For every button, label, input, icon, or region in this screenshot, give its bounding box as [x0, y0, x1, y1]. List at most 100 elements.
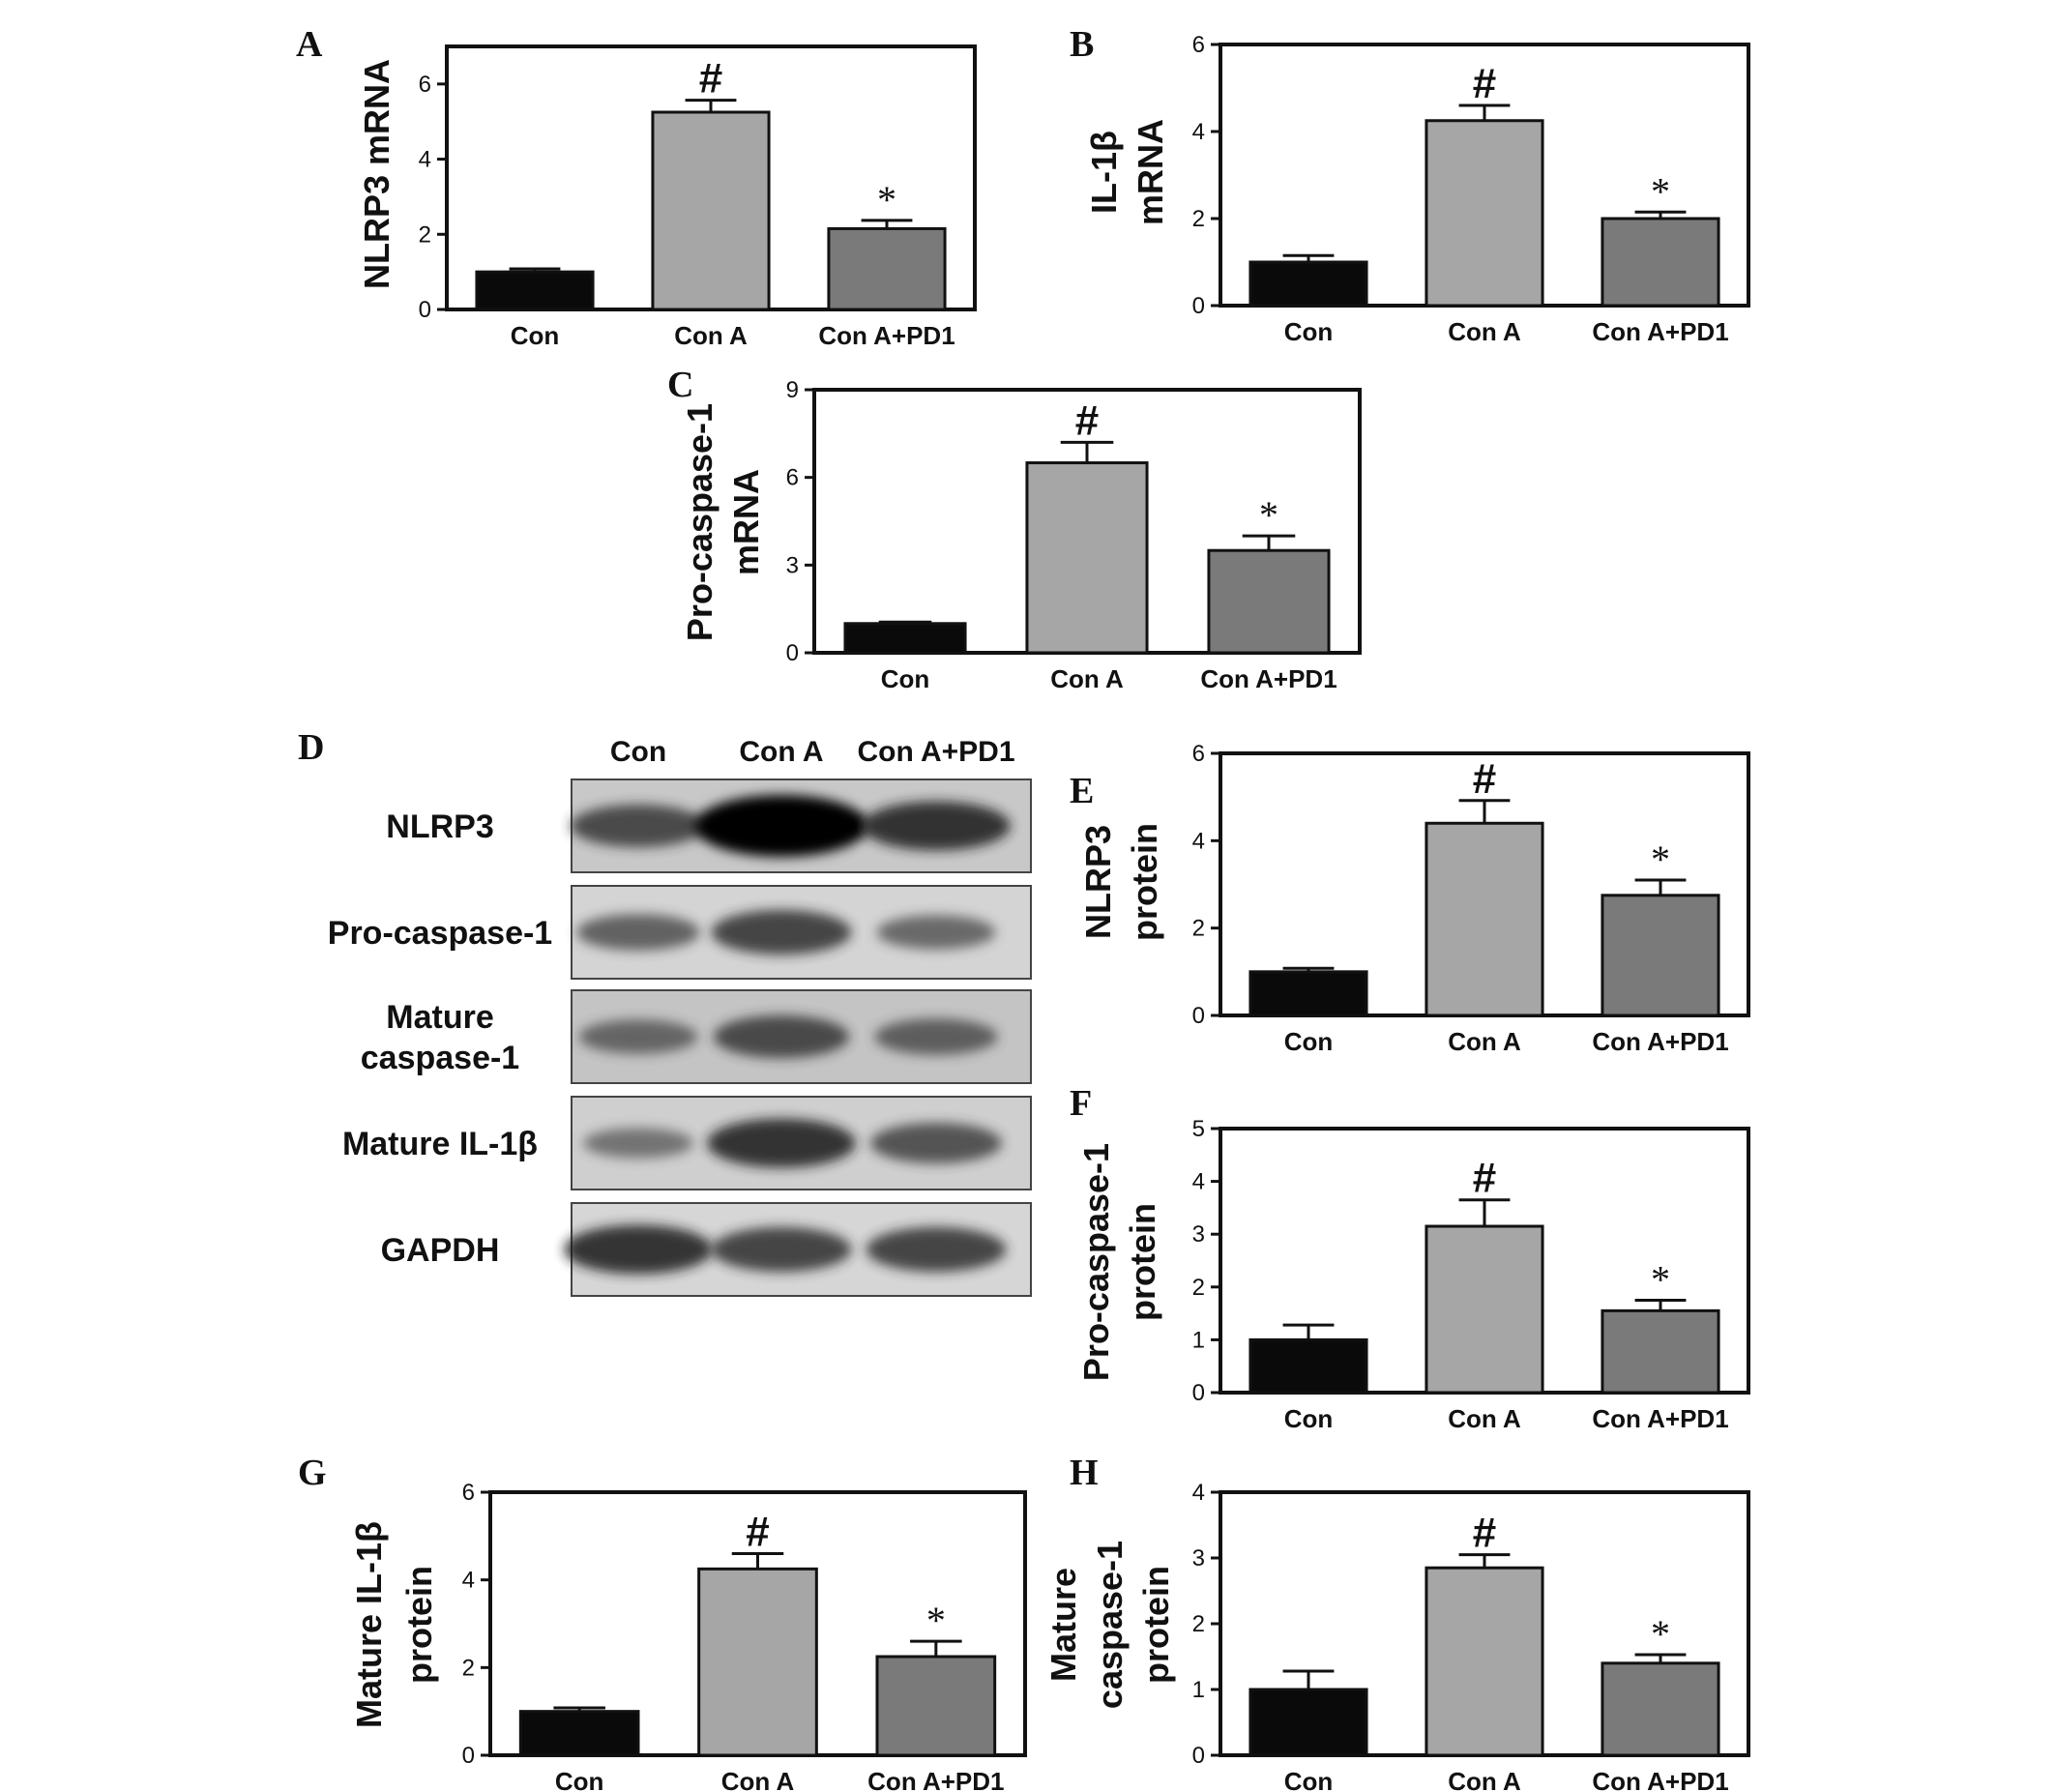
bar-con-a-pd1 [1601, 1308, 1720, 1395]
chart-panel-h: H 0 1 2 3 4 Mature caspase-1 protein Con # Con A * Co… [1043, 1453, 1750, 1792]
bar-con-a-pd1 [1601, 1661, 1720, 1757]
blot-band [713, 1014, 850, 1059]
y-axis-label: NLRP3 [1078, 825, 1118, 939]
significance-star: * [877, 178, 896, 221]
significance-star: * [1651, 837, 1670, 881]
blot-row-label: Pro-caspase-1 [328, 915, 552, 952]
blot-row-label: NLRP3 [386, 808, 493, 845]
bar-con [475, 270, 595, 311]
significance-hash: # [1473, 1510, 1496, 1557]
y-tick-label: 4 [462, 1568, 475, 1594]
bar-con [843, 622, 967, 655]
bar-con-a-pd1 [1601, 894, 1720, 1017]
significance-star: * [1259, 493, 1278, 537]
y-tick-label: 6 [462, 1480, 475, 1506]
blot-band [564, 1224, 713, 1275]
y-tick-label: 2 [1192, 1611, 1205, 1637]
y-tick-label: 4 [1192, 119, 1205, 145]
y-tick-label: 0 [1192, 1380, 1205, 1406]
bar-con-a-pd1 [1601, 217, 1720, 308]
x-tick-label: Con [1284, 317, 1334, 346]
y-tick-label: 6 [419, 72, 431, 98]
panel-letter: A [296, 24, 323, 65]
x-tick-label: Con A+PD1 [1592, 1404, 1728, 1433]
panel-letter: E [1070, 771, 1094, 811]
bar-con-a [1025, 461, 1149, 655]
y-tick-label: 3 [786, 552, 799, 578]
panel-letter: C [667, 365, 693, 405]
panel-letter: H [1070, 1453, 1099, 1493]
blot-band [570, 804, 707, 848]
y-axis-label: NLRP3 mRNA [357, 59, 397, 289]
y-tick-label: 4 [1192, 1480, 1205, 1506]
x-tick-label: Con [1284, 1767, 1334, 1792]
bar-con-a [651, 110, 771, 311]
x-tick-label: Con A+PD1 [1592, 1767, 1728, 1792]
x-tick-label: Con A+PD1 [1592, 317, 1728, 346]
y-tick-label: 1 [1192, 1677, 1205, 1703]
panel-letter: F [1070, 1083, 1092, 1124]
blot-row-label: Mature [386, 999, 493, 1036]
y-tick-label: 6 [786, 465, 799, 491]
y-tick-label: 2 [419, 221, 431, 248]
bar-con-a-pd1 [827, 226, 947, 311]
panel-letter: B [1070, 24, 1094, 65]
significance-star: * [1651, 169, 1670, 213]
y-tick-label: 0 [1192, 1743, 1205, 1769]
bar-con-a-pd1 [1207, 548, 1331, 655]
y-axis-label: protein [1125, 823, 1164, 941]
y-tick-label: 1 [1192, 1327, 1205, 1353]
significance-hash: # [1473, 60, 1496, 107]
chart-panel-b: B 0 2 4 6 IL-1β mRNA Con # Con A * Con A+PD1 [1070, 24, 1750, 346]
y-tick-label: 0 [786, 640, 799, 666]
y-tick-label: 0 [1192, 293, 1205, 319]
chart-panel-c: C 0 3 6 9 Pro-caspase-1 mRNA Con # Con A * Con A+PD… [667, 365, 1362, 693]
blot-band [578, 1019, 698, 1054]
y-axis-label: protein [399, 1566, 439, 1684]
y-tick-label: 6 [1192, 741, 1205, 767]
significance-star: * [1651, 1257, 1670, 1301]
x-tick-label: Con [881, 664, 930, 693]
y-tick-label: 2 [1192, 206, 1205, 232]
significance-hash: # [1075, 397, 1099, 444]
bar-con [518, 1710, 640, 1757]
y-axis-label: protein [1123, 1203, 1162, 1321]
panel-letter: D [298, 727, 324, 768]
y-tick-label: 5 [1192, 1116, 1205, 1142]
y-tick-label: 3 [1192, 1545, 1205, 1572]
blot-band [711, 1226, 852, 1273]
bar-con-a [1425, 119, 1544, 308]
blot-band [866, 1226, 1007, 1273]
x-tick-label: Con A [1448, 1027, 1521, 1056]
y-tick-label: 6 [1192, 32, 1205, 58]
bar-con [1248, 970, 1368, 1017]
chart-panel-g: G 0 2 4 6 Mature IL-1β protein Con # Con A * Con A+… [298, 1453, 1027, 1792]
bar-con-a [697, 1567, 818, 1757]
y-tick-label: 4 [419, 147, 431, 173]
significance-hash: # [1473, 755, 1496, 803]
blot-band [862, 801, 1011, 851]
blot-lane-label: Con A [739, 736, 823, 768]
y-axis-label: mRNA [1131, 119, 1170, 225]
blot-band [576, 914, 700, 951]
x-tick-label: Con A [1050, 664, 1124, 693]
blot-row-label: GAPDH [381, 1232, 500, 1269]
significance-hash: # [1473, 1155, 1496, 1202]
y-tick-label: 0 [1192, 1003, 1205, 1029]
blot-band [876, 915, 996, 950]
y-axis-label: caspase-1 [1090, 1541, 1130, 1709]
y-axis-label: Pro-caspase-1 [1076, 1143, 1116, 1381]
x-tick-label: Con A [1448, 1767, 1521, 1792]
x-tick-label: Con A [1448, 317, 1521, 346]
y-axis-label: IL-1β [1084, 131, 1124, 214]
x-tick-label: Con A [1448, 1404, 1521, 1433]
y-axis-label: mRNA [726, 469, 766, 575]
panel-letter: G [298, 1453, 327, 1493]
x-tick-label: Con A [674, 321, 748, 350]
bar-con [1248, 1688, 1368, 1757]
bar-con-a [1425, 1566, 1544, 1757]
bar-con-a [1425, 821, 1544, 1017]
bar-con [1248, 1337, 1368, 1395]
x-tick-label: Con A [721, 1767, 795, 1792]
y-axis-label: protein [1136, 1566, 1176, 1684]
